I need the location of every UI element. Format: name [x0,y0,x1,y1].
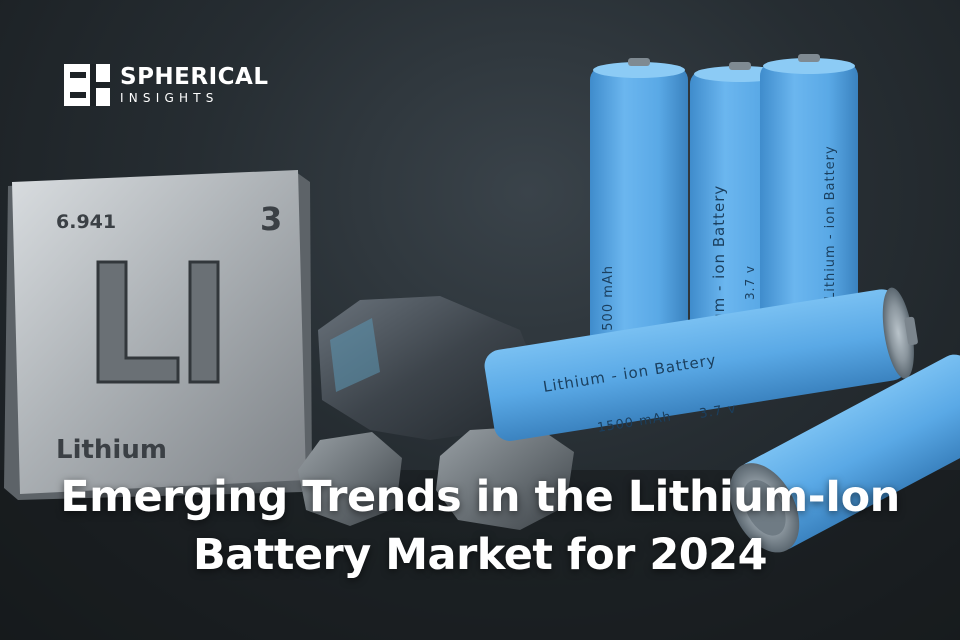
battery-v2-voltage: 3.7 v [743,265,757,300]
lithium-rock-3 [436,426,574,530]
lithium-rock-2 [298,432,402,526]
atomic-number: 3 [260,200,282,238]
battery-vertical-3 [760,54,858,362]
battery-v1-label: 1500 mAh [601,265,616,340]
battery-horizontal-2 [729,354,960,553]
headline-line-1: Emerging Trends in the Lithium-Ion [60,472,900,522]
headline: Emerging Trends in the Lithium-Ion Batte… [0,468,960,584]
lithium-element-tile [4,170,312,500]
battery-h1-voltage: 3.7 v [698,401,737,422]
atomic-mass: 6.941 [56,211,116,233]
battery-horizontal-1 [484,287,918,441]
battery-v3-title: Lithium - ion Battery [823,145,838,300]
battery-vertical-1 [590,58,688,366]
element-name: Lithium [56,435,167,465]
spherical-insights-logo-icon [64,64,110,106]
brand-wordmark: SPHERICAL INSIGHTS [120,64,269,105]
brand-tagline: INSIGHTS [120,91,219,105]
headline-line-2: Battery Market for 2024 [192,530,768,580]
brand-logo[interactable]: SPHERICAL INSIGHTS [64,64,269,106]
lithium-rock-1 [318,296,540,440]
brand-name: SPHERICAL [120,64,269,90]
